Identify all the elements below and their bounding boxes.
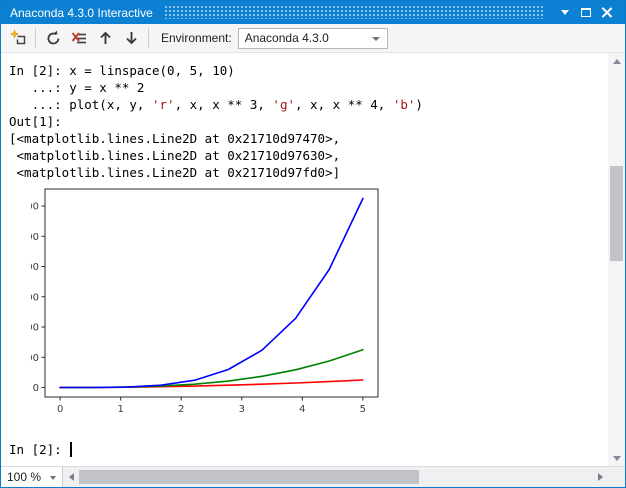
zoom-level-select[interactable]: 100 % bbox=[1, 467, 63, 487]
status-bar: 100 % bbox=[1, 466, 625, 487]
svg-text:1: 1 bbox=[117, 404, 123, 415]
svg-text:400: 400 bbox=[31, 262, 39, 273]
svg-text:600: 600 bbox=[31, 202, 39, 213]
console-line: <matplotlib.lines.Line2D at 0x21710d9763… bbox=[9, 148, 341, 163]
svg-text:0: 0 bbox=[57, 404, 63, 415]
title-bar[interactable]: Anaconda 4.3.0 Interactive bbox=[1, 1, 625, 24]
scroll-up-button[interactable] bbox=[608, 53, 625, 69]
vertical-scroll-track[interactable] bbox=[608, 69, 625, 450]
close-icon bbox=[601, 7, 612, 18]
horizontal-scroll-track[interactable] bbox=[79, 467, 592, 487]
console[interactable]: In [2]: x = linspace(0, 5, 10) ...: y = … bbox=[1, 53, 608, 466]
input-prompt-line[interactable]: In [2]: bbox=[9, 441, 608, 458]
maximize-icon bbox=[580, 8, 591, 17]
chevron-down-icon bbox=[371, 36, 380, 41]
toolbar-separator bbox=[35, 28, 36, 48]
zoom-level-value: 100 % bbox=[7, 470, 42, 484]
new-interactive-window-button[interactable] bbox=[6, 26, 30, 50]
horizontal-scroll-thumb[interactable] bbox=[79, 470, 419, 484]
triangle-right-icon bbox=[597, 473, 603, 481]
svg-text:3: 3 bbox=[239, 404, 245, 415]
svg-text:100: 100 bbox=[31, 353, 39, 364]
console-output: In [2]: x = linspace(0, 5, 10) ...: y = … bbox=[9, 62, 608, 181]
horizontal-scrollbar[interactable] bbox=[63, 467, 608, 487]
new-window-icon bbox=[9, 29, 25, 44]
maximize-button[interactable] bbox=[575, 3, 596, 22]
svg-text:0: 0 bbox=[33, 383, 39, 394]
toolbar: Environment: Anaconda 4.3.0 bbox=[1, 24, 625, 53]
matplotlib-figure: 0 1 2 3 4 5 0 100 200 300 400 500 600 bbox=[31, 182, 387, 425]
line-chart: 0 1 2 3 4 5 0 100 200 300 400 500 600 bbox=[31, 188, 379, 415]
vertical-scroll-thumb[interactable] bbox=[610, 166, 623, 261]
console-line: [<matplotlib.lines.Line2D at 0x21710d974… bbox=[9, 131, 341, 146]
scroll-down-button[interactable] bbox=[608, 450, 625, 466]
scrollbar-corner bbox=[608, 467, 625, 487]
svg-text:5: 5 bbox=[360, 404, 366, 415]
chevron-down-icon bbox=[50, 476, 56, 480]
environment-value: Anaconda 4.3.0 bbox=[244, 31, 329, 45]
triangle-up-icon bbox=[612, 58, 621, 64]
reset-kernel-icon bbox=[47, 30, 59, 44]
vertical-scrollbar[interactable] bbox=[608, 53, 625, 466]
svg-text:2: 2 bbox=[178, 404, 184, 415]
console-line: In [2]: x = linspace(0, 5, 10) bbox=[9, 63, 235, 78]
triangle-left-icon bbox=[68, 473, 74, 481]
console-line: Out[1]: bbox=[9, 114, 62, 129]
console-line: ...: y = x ** 2 bbox=[9, 80, 145, 95]
text-cursor bbox=[70, 442, 72, 457]
environment-select[interactable]: Anaconda 4.3.0 bbox=[237, 27, 388, 49]
window-title: Anaconda 4.3.0 Interactive bbox=[10, 5, 153, 20]
close-button[interactable] bbox=[596, 3, 617, 22]
environment-label: Environment: bbox=[161, 31, 232, 45]
toolbar-separator bbox=[148, 28, 149, 48]
svg-text:200: 200 bbox=[31, 323, 39, 334]
console-line: ...: plot(x, y, 'r', x, x ** 3, 'g', x, … bbox=[9, 97, 423, 112]
triangle-down-icon bbox=[612, 455, 621, 461]
history-previous-button[interactable] bbox=[93, 26, 117, 50]
chevron-down-icon bbox=[560, 10, 569, 15]
scroll-right-button[interactable] bbox=[592, 467, 608, 487]
reset-kernel-button[interactable] bbox=[41, 26, 65, 50]
svg-text:300: 300 bbox=[31, 292, 39, 303]
window-position-button[interactable] bbox=[554, 3, 575, 22]
input-prompt: In [2]: bbox=[9, 442, 70, 457]
arrow-down-icon bbox=[125, 32, 137, 45]
clear-screen-icon bbox=[71, 31, 86, 43]
title-drag-pattern[interactable] bbox=[164, 6, 544, 19]
console-line: <matplotlib.lines.Line2D at 0x21710d97fd… bbox=[9, 165, 341, 180]
scroll-left-button[interactable] bbox=[63, 467, 79, 487]
svg-text:500: 500 bbox=[31, 232, 39, 243]
history-next-button[interactable] bbox=[119, 26, 143, 50]
clear-screen-button[interactable] bbox=[67, 26, 91, 50]
svg-text:4: 4 bbox=[299, 404, 305, 415]
arrow-up-icon bbox=[99, 31, 111, 44]
